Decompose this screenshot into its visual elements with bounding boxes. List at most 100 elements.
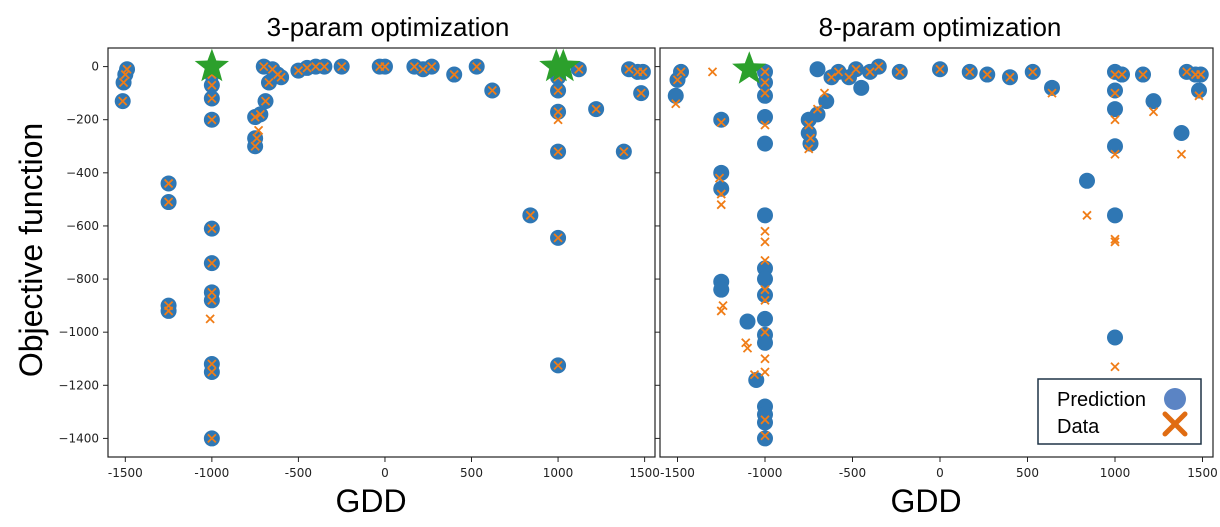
panel-1-x-label: GDD [335, 483, 406, 519]
data-point [714, 173, 725, 183]
data-point [267, 64, 278, 74]
data-point [982, 69, 992, 80]
data-point [207, 367, 217, 377]
x-tick-label: -1500 [108, 466, 143, 480]
legend-label-prediction: Prediction [1057, 389, 1146, 411]
data-point [716, 306, 726, 316]
data-point [253, 125, 264, 135]
data-point [636, 88, 646, 98]
data-point [638, 67, 648, 77]
data-point [553, 115, 563, 125]
data-point [427, 61, 437, 72]
data-point [760, 88, 770, 98]
data-point [259, 61, 269, 72]
data-point [833, 67, 844, 77]
data-point [624, 64, 634, 74]
data-point [207, 115, 217, 125]
data-point [380, 61, 390, 72]
x-tick-label: 500 [1016, 466, 1039, 480]
prediction-point [757, 430, 773, 447]
prediction-point [757, 334, 773, 351]
panel-2-x-axis: -1500 -1000 -500 0 500 1000 1500 [660, 457, 1218, 480]
data-point [671, 99, 681, 109]
data-point [207, 258, 217, 268]
data-point [207, 93, 217, 104]
data-point [742, 343, 753, 353]
legend-x-marker [1162, 411, 1188, 437]
data-point [553, 85, 563, 96]
data-point [207, 359, 217, 369]
data-point [1005, 72, 1015, 82]
x-tick-label: 1500 [629, 466, 660, 480]
prediction-point [757, 286, 773, 303]
data-point [302, 63, 312, 73]
y-tick-label: −1400 [58, 431, 99, 445]
panel-2-y-axis [655, 66, 660, 439]
data-point [1176, 149, 1187, 159]
data-point [760, 226, 770, 236]
y-tick-label: −800 [66, 272, 99, 286]
data-point [874, 61, 884, 72]
data-point [207, 287, 217, 297]
x-tick-label: -500 [839, 466, 866, 480]
data-point [163, 197, 174, 207]
data-point [207, 80, 217, 90]
data-point [276, 72, 286, 82]
data-point [553, 233, 563, 243]
prediction-point [757, 109, 773, 126]
data-point [319, 61, 330, 72]
prediction-point [818, 93, 835, 110]
panel-2-x-label: GDD [890, 483, 961, 519]
panel-1-x-axis: -1500 -1000 -500 0 500 1000 1500 [108, 457, 660, 480]
x-tick-label: -500 [285, 466, 312, 480]
prediction-point [667, 87, 684, 104]
legend: Prediction Data [1037, 378, 1202, 445]
panel-1-frame [107, 47, 656, 458]
data-point [252, 133, 262, 143]
prediction-point [757, 87, 773, 104]
data-point [1110, 237, 1120, 247]
data-point [760, 295, 770, 305]
y-axis-label: Objective function [13, 123, 49, 377]
data-point [760, 285, 770, 295]
data-point [553, 360, 563, 371]
data-point [804, 120, 814, 130]
data-point [409, 61, 420, 72]
x-tick-label: -1000 [194, 466, 229, 480]
y-tick-label: −600 [66, 219, 99, 233]
data-point [965, 67, 975, 77]
y-tick-label: 0 [91, 60, 99, 74]
data-point [163, 306, 174, 316]
x-tick-label: -1500 [660, 466, 695, 480]
prediction-point [1079, 172, 1095, 189]
data-point [672, 75, 683, 85]
data-point [525, 210, 536, 220]
x-tick-label: 1000 [1100, 466, 1131, 480]
prediction-point [809, 61, 826, 78]
prediction-point [809, 106, 826, 123]
data-point [707, 67, 718, 77]
panel-1-y-axis: 0 −200 −400 −600 −800 −1000 −1200 −1400 [58, 60, 108, 445]
data-point [826, 72, 837, 82]
data-point [250, 141, 260, 151]
x-tick-label: 1000 [543, 466, 574, 480]
legend-label-data: Data [1057, 416, 1100, 438]
data-point [1138, 69, 1148, 80]
data-point [118, 77, 129, 88]
data-point [1117, 69, 1127, 80]
data-point [553, 107, 563, 117]
data-point [760, 237, 770, 247]
data-point [574, 64, 584, 74]
optimum-star [194, 48, 229, 82]
prediction-point [757, 207, 773, 224]
data-point [553, 146, 563, 157]
prediction-point [1173, 124, 1190, 141]
data-point [716, 200, 726, 210]
data-point [760, 77, 770, 88]
data-point [163, 178, 174, 189]
panel-3-param: 3-param optimization 0 −200 −400 −600 −800 −1… [13, 12, 660, 519]
panel-2-frame [659, 47, 1214, 458]
data-point [255, 109, 265, 120]
prediction-point [1107, 329, 1123, 346]
